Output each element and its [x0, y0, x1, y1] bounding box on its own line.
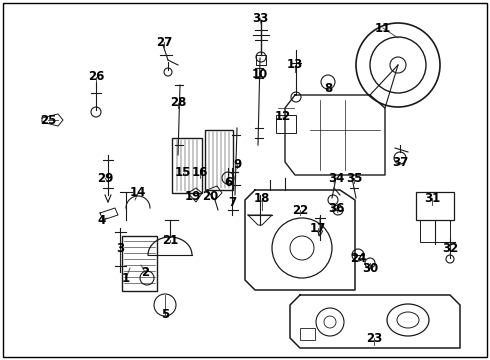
Text: 6: 6	[224, 176, 232, 189]
Text: 20: 20	[202, 190, 218, 203]
Bar	[172, 138, 202, 193]
Text: 5: 5	[161, 309, 169, 321]
Bar	[205, 130, 233, 190]
Text: 15: 15	[175, 166, 191, 180]
Text: 21: 21	[162, 234, 178, 247]
Text: 35: 35	[346, 171, 362, 184]
Text: 27: 27	[156, 36, 172, 49]
Text: 8: 8	[324, 81, 332, 94]
Text: 24: 24	[350, 252, 366, 265]
Text: 18: 18	[254, 192, 270, 204]
Text: 26: 26	[88, 71, 104, 84]
Text: 29: 29	[97, 171, 113, 184]
Text: 19: 19	[185, 190, 201, 203]
Text: 14: 14	[130, 186, 146, 199]
Text: 16: 16	[192, 166, 208, 180]
Bar	[276, 115, 296, 133]
Text: 1: 1	[122, 271, 130, 284]
Text: 10: 10	[252, 68, 268, 81]
Text: 3: 3	[116, 243, 124, 256]
Text: 2: 2	[141, 266, 149, 279]
Text: 12: 12	[275, 111, 291, 123]
Text: 36: 36	[328, 202, 344, 215]
Text: 11: 11	[375, 22, 391, 35]
Text: 9: 9	[233, 158, 241, 171]
Text: 28: 28	[170, 96, 186, 109]
Text: 25: 25	[40, 113, 56, 126]
Text: 32: 32	[442, 242, 458, 255]
Text: 23: 23	[366, 332, 382, 345]
Bar	[420, 220, 450, 242]
Text: 13: 13	[287, 58, 303, 72]
Text: 22: 22	[292, 203, 308, 216]
Text: 31: 31	[424, 192, 440, 204]
Text: 30: 30	[362, 261, 378, 274]
Text: 4: 4	[98, 213, 106, 226]
Text: 34: 34	[328, 171, 344, 184]
Text: 7: 7	[228, 195, 236, 208]
Text: 37: 37	[392, 157, 408, 170]
Text: 33: 33	[252, 12, 268, 24]
Bar	[300, 328, 315, 340]
Bar	[122, 236, 157, 291]
Bar	[416, 192, 454, 220]
Text: 17: 17	[310, 221, 326, 234]
